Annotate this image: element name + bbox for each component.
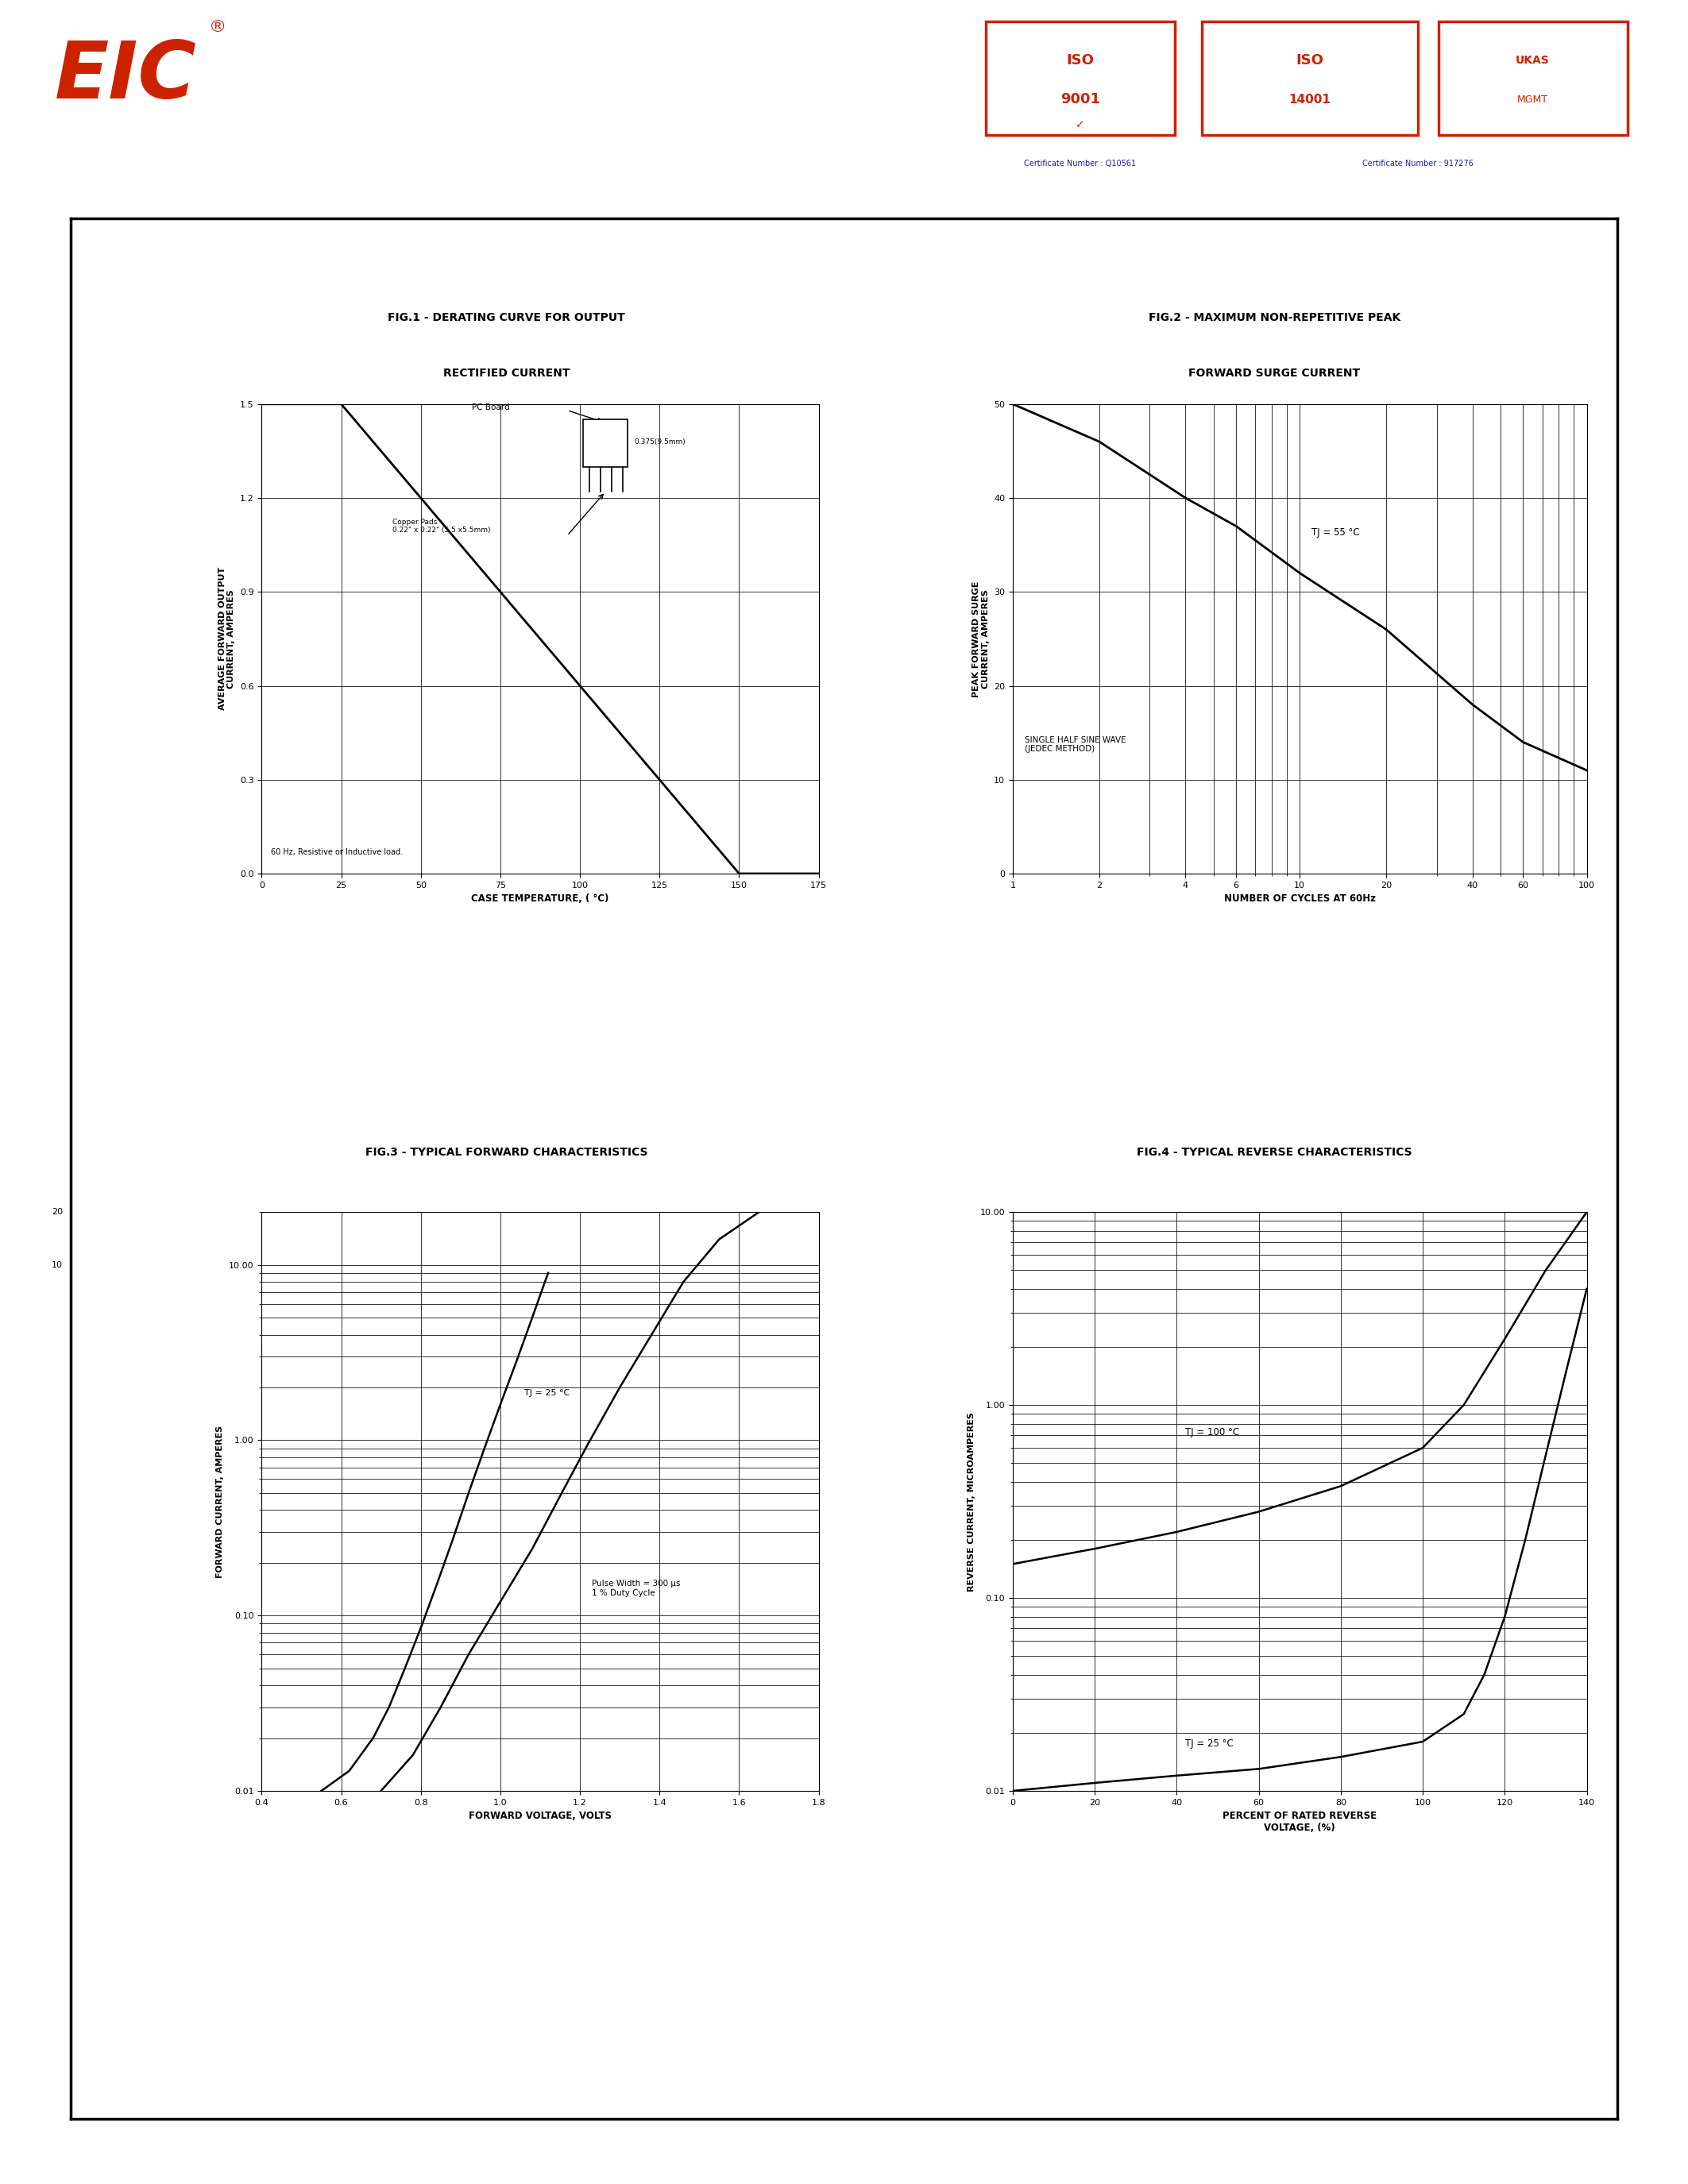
X-axis label: PERCENT OF RATED REVERSE
VOLTAGE, (%): PERCENT OF RATED REVERSE VOLTAGE, (%) bbox=[1222, 1811, 1377, 1832]
Text: SINGLE HALF SINE WAVE
(JEDEC METHOD): SINGLE HALF SINE WAVE (JEDEC METHOD) bbox=[1025, 736, 1126, 753]
Y-axis label: PEAK FORWARD SURGE
CURRENT, AMPERES: PEAK FORWARD SURGE CURRENT, AMPERES bbox=[972, 581, 989, 697]
Y-axis label: AVERAGE FORWARD OUTPUT
CURRENT, AMPERES: AVERAGE FORWARD OUTPUT CURRENT, AMPERES bbox=[218, 568, 235, 710]
Y-axis label: FORWARD CURRENT, AMPERES: FORWARD CURRENT, AMPERES bbox=[216, 1426, 225, 1577]
Text: FIG.2 - MAXIMUM NON-REPETITIVE PEAK: FIG.2 - MAXIMUM NON-REPETITIVE PEAK bbox=[1148, 312, 1401, 323]
Text: RECTIFIED CURRENT: RECTIFIED CURRENT bbox=[442, 367, 571, 378]
Text: Pulse Width = 300 µs
1 % Duty Cycle: Pulse Width = 300 µs 1 % Duty Cycle bbox=[592, 1579, 680, 1597]
Text: Certificate Number : 917276: Certificate Number : 917276 bbox=[1362, 159, 1474, 168]
Text: 14001: 14001 bbox=[1290, 94, 1330, 105]
Text: 0.375(9.5mm): 0.375(9.5mm) bbox=[635, 439, 685, 446]
Text: 10: 10 bbox=[52, 1260, 62, 1269]
Text: 9001: 9001 bbox=[1060, 92, 1101, 107]
Text: 20: 20 bbox=[51, 1208, 62, 1216]
Text: FIG.4 - TYPICAL REVERSE CHARACTERISTICS: FIG.4 - TYPICAL REVERSE CHARACTERISTICS bbox=[1136, 1147, 1413, 1158]
Bar bbox=[582, 419, 628, 467]
X-axis label: NUMBER OF CYCLES AT 60Hz: NUMBER OF CYCLES AT 60Hz bbox=[1224, 893, 1376, 904]
Text: FIG.3 - TYPICAL FORWARD CHARACTERISTICS: FIG.3 - TYPICAL FORWARD CHARACTERISTICS bbox=[365, 1147, 648, 1158]
FancyBboxPatch shape bbox=[1438, 22, 1627, 135]
X-axis label: CASE TEMPERATURE, ( °C): CASE TEMPERATURE, ( °C) bbox=[471, 893, 609, 904]
Text: ✓: ✓ bbox=[1075, 118, 1085, 131]
Text: Copper Pads
0.22" x 0.22" (5.5 x5.5mm): Copper Pads 0.22" x 0.22" (5.5 x5.5mm) bbox=[392, 518, 490, 533]
FancyBboxPatch shape bbox=[1202, 22, 1418, 135]
Y-axis label: REVERSE CURRENT, MICROAMPERES: REVERSE CURRENT, MICROAMPERES bbox=[967, 1411, 976, 1592]
Text: TJ = 100 °C: TJ = 100 °C bbox=[1185, 1426, 1239, 1437]
Text: TJ = 25 °C: TJ = 25 °C bbox=[1185, 1738, 1234, 1749]
Text: RATING AND CHARACTERISTIC CURVES  ( W005 - W10 ): RATING AND CHARACTERISTIC CURVES ( W005 … bbox=[520, 221, 1168, 242]
Text: ®: ® bbox=[209, 20, 226, 35]
Text: ISO: ISO bbox=[1296, 52, 1323, 68]
Text: ISO: ISO bbox=[1067, 52, 1094, 68]
Text: Certificate Number : Q10561: Certificate Number : Q10561 bbox=[1025, 159, 1136, 168]
Text: TJ = 25 °C: TJ = 25 °C bbox=[525, 1389, 571, 1398]
Text: FIG.1 - DERATING CURVE FOR OUTPUT: FIG.1 - DERATING CURVE FOR OUTPUT bbox=[388, 312, 625, 323]
X-axis label: FORWARD VOLTAGE, VOLTS: FORWARD VOLTAGE, VOLTS bbox=[469, 1811, 611, 1821]
Text: PC Board: PC Board bbox=[471, 404, 510, 411]
Text: MGMT: MGMT bbox=[1518, 94, 1548, 105]
Text: TJ = 55 °C: TJ = 55 °C bbox=[1312, 529, 1361, 537]
Text: EIC: EIC bbox=[54, 37, 197, 116]
FancyBboxPatch shape bbox=[986, 22, 1175, 135]
Text: FORWARD SURGE CURRENT: FORWARD SURGE CURRENT bbox=[1188, 367, 1361, 378]
Text: 60 Hz, Resistive or Inductive load.: 60 Hz, Resistive or Inductive load. bbox=[272, 847, 403, 856]
Text: UKAS: UKAS bbox=[1516, 55, 1550, 66]
